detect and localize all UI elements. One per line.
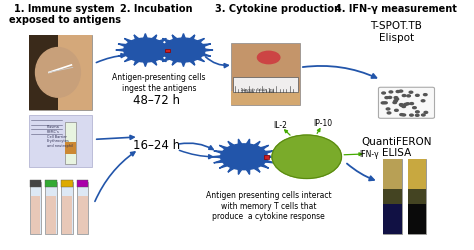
Polygon shape	[154, 34, 213, 67]
Circle shape	[410, 103, 413, 105]
FancyBboxPatch shape	[29, 115, 91, 167]
Text: Antigen presenting cells interact
with memory T cells that
produce  a cytokine r: Antigen presenting cells interact with m…	[206, 190, 331, 220]
FancyBboxPatch shape	[64, 142, 76, 155]
Text: Antigen-presenting cells
ingest the antigens: Antigen-presenting cells ingest the anti…	[112, 73, 206, 92]
FancyBboxPatch shape	[264, 156, 269, 159]
Text: 4. IFN-γ measurement: 4. IFN-γ measurement	[336, 4, 457, 14]
FancyBboxPatch shape	[62, 197, 72, 234]
FancyBboxPatch shape	[58, 36, 91, 110]
Circle shape	[415, 115, 419, 117]
FancyBboxPatch shape	[230, 92, 300, 105]
Circle shape	[394, 100, 398, 102]
Circle shape	[381, 102, 385, 104]
Polygon shape	[116, 34, 175, 67]
Circle shape	[406, 103, 410, 105]
FancyBboxPatch shape	[78, 197, 88, 234]
FancyBboxPatch shape	[46, 197, 56, 234]
Circle shape	[402, 106, 406, 108]
Text: 2. Incubation: 2. Incubation	[120, 4, 193, 14]
Circle shape	[404, 104, 408, 106]
FancyBboxPatch shape	[408, 160, 427, 234]
Circle shape	[388, 97, 392, 99]
Text: QuantiFERON
ELISA: QuantiFERON ELISA	[361, 136, 432, 158]
Circle shape	[402, 114, 406, 116]
Ellipse shape	[272, 136, 341, 179]
Polygon shape	[212, 140, 276, 174]
FancyBboxPatch shape	[31, 197, 40, 234]
FancyBboxPatch shape	[165, 49, 170, 52]
Circle shape	[407, 96, 410, 98]
Circle shape	[396, 91, 400, 93]
Circle shape	[400, 114, 403, 116]
FancyBboxPatch shape	[46, 181, 57, 187]
FancyBboxPatch shape	[46, 182, 57, 234]
Circle shape	[416, 95, 419, 97]
Circle shape	[389, 92, 392, 94]
FancyBboxPatch shape	[61, 181, 73, 187]
FancyBboxPatch shape	[383, 189, 402, 204]
Circle shape	[383, 102, 387, 104]
FancyBboxPatch shape	[29, 36, 60, 110]
Circle shape	[409, 92, 413, 94]
FancyBboxPatch shape	[408, 204, 427, 234]
FancyBboxPatch shape	[383, 204, 402, 234]
FancyBboxPatch shape	[29, 36, 91, 110]
Circle shape	[394, 97, 398, 99]
Circle shape	[395, 110, 398, 112]
FancyBboxPatch shape	[383, 160, 402, 234]
Text: 48–72 h: 48–72 h	[133, 94, 180, 107]
FancyBboxPatch shape	[233, 78, 298, 93]
Circle shape	[423, 94, 427, 96]
Circle shape	[382, 93, 385, 94]
Text: 1-5 doses          2 + mm: 1-5 doses 2 + mm	[241, 90, 274, 93]
FancyBboxPatch shape	[383, 160, 402, 189]
Circle shape	[424, 112, 428, 114]
Text: IP-10: IP-10	[313, 118, 333, 127]
FancyBboxPatch shape	[230, 44, 300, 105]
FancyBboxPatch shape	[30, 181, 41, 187]
FancyBboxPatch shape	[61, 182, 73, 234]
Text: IL-2: IL-2	[273, 120, 287, 129]
FancyBboxPatch shape	[408, 160, 427, 189]
Text: Plasma
PBMC's
Cell Barrier
Erythrocytes
and neutrophil: Plasma PBMC's Cell Barrier Erythrocytes …	[47, 125, 73, 147]
Text: 16–24 h: 16–24 h	[133, 138, 180, 151]
Circle shape	[387, 112, 391, 114]
Circle shape	[400, 104, 403, 106]
Text: T-SPOT.TB
Elispot: T-SPOT.TB Elispot	[371, 21, 422, 43]
FancyBboxPatch shape	[378, 88, 435, 119]
Circle shape	[400, 105, 403, 107]
Circle shape	[393, 102, 397, 104]
Text: 3. Cytokine production: 3. Cytokine production	[215, 4, 341, 14]
Circle shape	[385, 97, 389, 99]
Circle shape	[386, 108, 390, 110]
Circle shape	[399, 91, 403, 93]
FancyBboxPatch shape	[77, 182, 89, 234]
Ellipse shape	[36, 48, 81, 98]
FancyBboxPatch shape	[64, 122, 76, 164]
FancyBboxPatch shape	[77, 181, 89, 187]
FancyBboxPatch shape	[408, 189, 427, 204]
Circle shape	[421, 100, 425, 102]
Circle shape	[410, 115, 413, 117]
Circle shape	[421, 114, 425, 116]
Circle shape	[395, 99, 399, 101]
Text: Tuberculin  Solutin  Test: Tuberculin Solutin Test	[241, 87, 274, 91]
Text: 1. Immune system
exposed to antigens: 1. Immune system exposed to antigens	[9, 4, 121, 25]
FancyBboxPatch shape	[30, 182, 41, 234]
Circle shape	[402, 95, 406, 97]
Text: IFN-γ: IFN-γ	[360, 150, 379, 158]
Circle shape	[413, 107, 416, 109]
Circle shape	[257, 52, 280, 64]
Circle shape	[416, 112, 419, 113]
